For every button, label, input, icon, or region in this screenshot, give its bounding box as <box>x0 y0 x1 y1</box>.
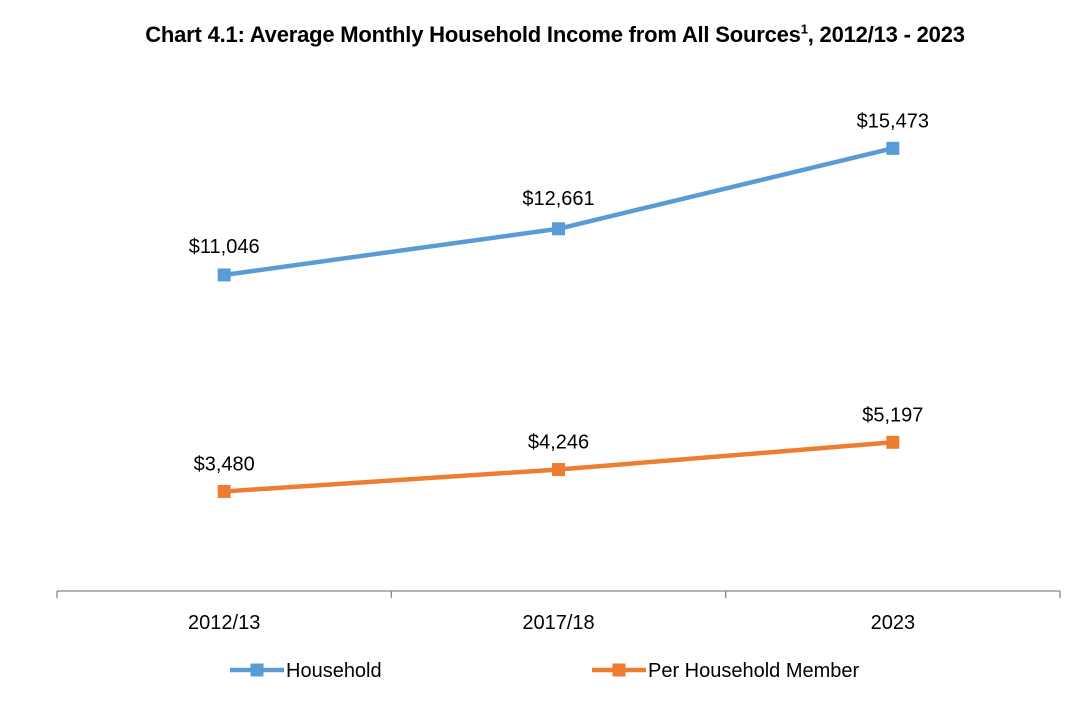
legend-label: Per Household Member <box>648 660 860 682</box>
x-tick-label: 2012/13 <box>188 612 260 634</box>
data-point-marker <box>886 141 900 155</box>
data-label: $11,046 <box>189 236 260 258</box>
data-point-marker <box>886 435 900 449</box>
data-point-marker <box>217 484 231 498</box>
data-label: $15,473 <box>857 110 929 132</box>
series-line-0 <box>221 146 896 278</box>
data-point-marker <box>552 222 565 236</box>
data-label: $12,661 <box>522 188 594 210</box>
legend: Household Per Household Member <box>230 660 860 682</box>
chart-title-text: Chart 4.1: Average Monthly Household Inc… <box>145 22 801 47</box>
x-axis: 2012/13 2017/18 2023 <box>56 590 1061 634</box>
data-label: $3,480 <box>194 453 255 475</box>
chart-title-suffix: , 2012/13 - 2023 <box>807 22 965 47</box>
data-label: $4,246 <box>528 432 589 454</box>
x-tick-label: 2017/18 <box>522 612 594 634</box>
data-labels: $11,046 $12,661 $15,473 $3,480 $4,246 $5,197 <box>189 110 929 475</box>
data-point-marker <box>552 463 565 477</box>
legend-entry-1: Per Household Member <box>592 660 860 682</box>
legend-entry-0: Household <box>230 660 382 682</box>
data-point-marker <box>217 268 231 282</box>
legend-swatch-marker <box>612 663 626 677</box>
x-tick-label: 2023 <box>871 612 916 634</box>
chart-title: Chart 4.1: Average Monthly Household Inc… <box>0 22 1071 48</box>
chart-title-superscript: 1 <box>800 21 808 37</box>
series-layer <box>217 141 900 498</box>
legend-label: Household <box>286 660 382 682</box>
data-label: $5,197 <box>862 404 923 426</box>
legend-swatch-marker <box>250 663 264 677</box>
